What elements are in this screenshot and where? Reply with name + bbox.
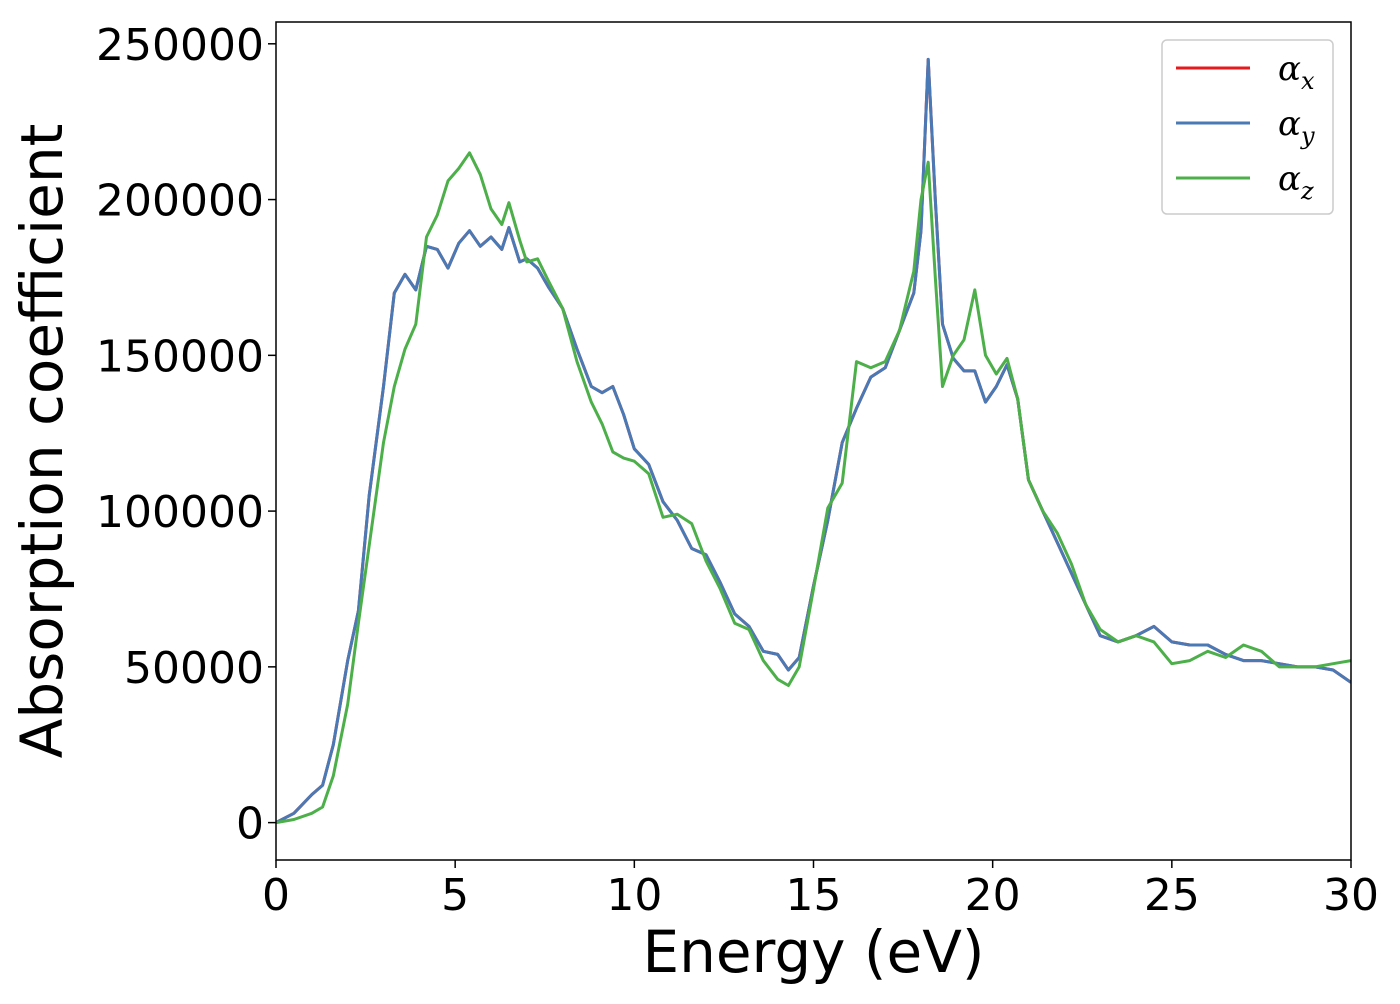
x-tick-label: 20: [965, 870, 1021, 921]
y-tick-label: 250000: [96, 20, 264, 71]
x-axis-ticks: 0 5 10 15 20 25 30: [262, 860, 1379, 921]
y-axis-ticks: 0 50000 100000 150000 200000 250000: [96, 20, 276, 850]
y-tick-label: 100000: [96, 487, 264, 538]
x-tick-label: 0: [262, 870, 290, 921]
legend-label-x: αx: [1278, 49, 1315, 95]
y-tick-label: 50000: [124, 643, 264, 694]
legend: αx αy αz: [1161, 39, 1334, 215]
y-tick-label: 0: [236, 799, 264, 850]
y-tick-label: 200000: [96, 176, 264, 227]
x-axis-title: Energy (eV): [642, 918, 984, 986]
y-tick-label: 150000: [96, 331, 264, 382]
x-tick-label: 25: [1144, 870, 1200, 921]
plot-area: [275, 21, 1352, 861]
x-tick-label: 15: [786, 870, 842, 921]
legend-label-y: αy: [1278, 104, 1315, 150]
series-line-y: [276, 57, 1351, 824]
series-line-z: [276, 151, 1351, 825]
x-tick-label: 30: [1323, 870, 1379, 921]
x-tick-label: 5: [441, 870, 469, 921]
legend-box: [1161, 39, 1334, 215]
y-axis-title: Absorption coefficient: [8, 124, 76, 759]
legend-label-z: αz: [1278, 159, 1314, 205]
x-tick-label: 10: [606, 870, 662, 921]
